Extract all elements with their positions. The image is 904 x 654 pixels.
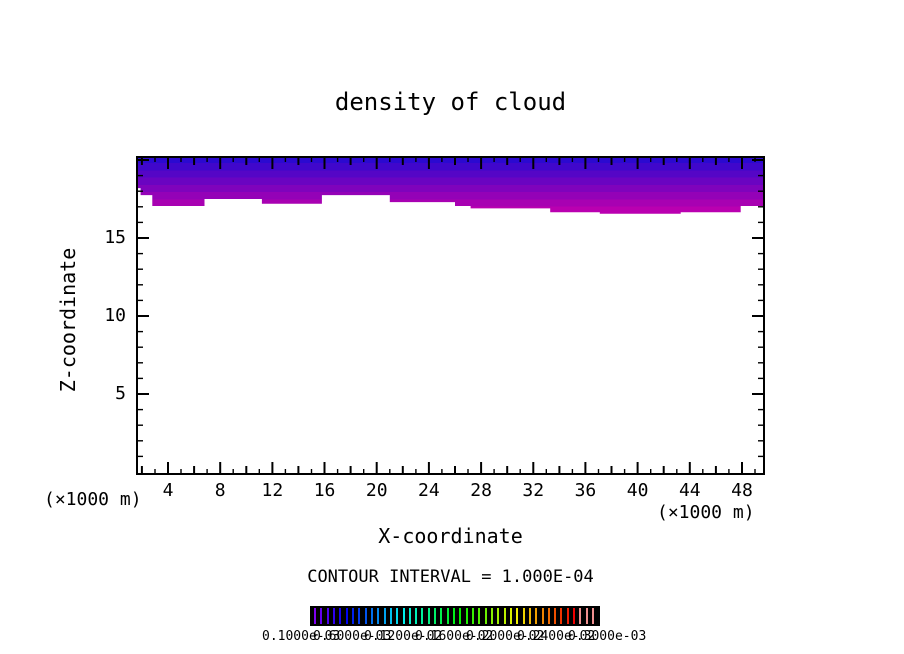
colorbar-stripe <box>345 608 348 624</box>
colorbar-stripe <box>415 608 418 624</box>
colorbar-stripe <box>402 608 405 624</box>
contour-plot-canvas <box>136 156 765 475</box>
colorbar-tick-label: 0.1000e-03 <box>262 629 341 644</box>
colorbar-stripe <box>434 608 436 624</box>
x-tick-label: 40 <box>626 480 649 501</box>
colorbar-tick-label: 0.1600e-02 <box>415 629 494 644</box>
colorbar-stripe <box>320 608 323 624</box>
colorbar-stripe <box>528 608 531 624</box>
contour-interval-note: CONTOUR INTERVAL = 1.000E-04 <box>307 567 594 587</box>
chart-title: density of cloud <box>334 88 567 116</box>
x-tick-label: 32 <box>522 480 545 501</box>
colorbar-stripe <box>478 608 481 624</box>
x-tick-label: 4 <box>162 480 174 501</box>
colorbar-tick-label: 0.6000e-03 <box>313 629 392 644</box>
x-tick-label: 48 <box>731 480 753 501</box>
colorbar-stripe <box>484 608 487 624</box>
z-tick-label: 10 <box>104 305 126 326</box>
z-axis-label: Z-coordinate <box>58 248 80 393</box>
colorbar-stripe <box>535 608 538 624</box>
colorbar-stripe <box>453 608 455 624</box>
z-tick-label: 15 <box>104 227 126 248</box>
x-tick-label: 36 <box>574 480 597 501</box>
x-tick-label: 8 <box>214 480 226 501</box>
z-axis-label-wrap: Z-coordinate <box>58 248 80 393</box>
colorbar-tick-label: 0.3000e-03 <box>568 629 647 644</box>
colorbar-stripe <box>554 608 557 624</box>
x-axis-label: X-coordinate <box>378 524 523 548</box>
colorbar-stripe <box>370 608 373 624</box>
colorbar-stripe <box>592 608 594 624</box>
colorbar-stripe <box>490 608 493 624</box>
z-tick-label: 5 <box>115 383 126 404</box>
colorbar-stripe <box>389 608 392 624</box>
plot-area <box>136 156 765 475</box>
x-tick-label: 24 <box>418 480 440 501</box>
x-axis-unit-note-right: (×1000 m) <box>657 502 755 523</box>
colorbar-stripe <box>446 608 449 624</box>
colorbar-stripe <box>509 608 512 624</box>
colorbar-stripe <box>573 608 575 624</box>
colorbar-stripe <box>579 608 582 624</box>
colorbar-tick-label: 0.1200e-02 <box>364 629 443 644</box>
colorbar-stripe <box>459 608 462 624</box>
colorbar-stripe <box>358 608 361 624</box>
colorbar-stripe <box>440 608 443 624</box>
colorbar-stripe <box>497 608 500 624</box>
colorbar-stripe <box>566 608 569 624</box>
colorbar-stripe <box>547 608 550 624</box>
x-tick-label: 20 <box>365 480 388 501</box>
colorbar-stripe <box>503 608 506 624</box>
colorbar-stripe <box>314 608 316 624</box>
x-tick-label: 28 <box>470 480 492 501</box>
colorbar-stripe <box>351 608 354 624</box>
colorbar-stripe <box>408 608 411 624</box>
colorbar-stripe <box>396 608 399 624</box>
colorbar-tick-label: 0.2400e-02 <box>517 629 596 644</box>
colorbar-tick-label: 0.2000e-02 <box>466 629 545 644</box>
colorbar-stripe <box>377 608 380 624</box>
colorbar-stripe <box>364 608 367 624</box>
colorbar-stripe <box>541 608 544 624</box>
cloud-fill <box>136 157 765 214</box>
colorbar-stripe <box>333 608 335 624</box>
colorbar-stripe <box>522 608 525 624</box>
colorbar-stripe <box>339 608 342 624</box>
x-tick-label: 44 <box>678 480 701 501</box>
colorbar-stripe <box>427 608 430 624</box>
x-tick-label: 16 <box>313 480 336 501</box>
colorbar-stripe <box>560 608 563 624</box>
colorbar <box>310 606 600 626</box>
colorbar-stripe <box>465 608 468 624</box>
colorbar-stripe <box>383 608 386 624</box>
colorbar-stripe <box>326 608 329 624</box>
colorbar-stripe <box>585 608 588 624</box>
x-tick-label: 12 <box>261 480 284 501</box>
colorbar-stripe <box>516 608 519 624</box>
colorbar-stripe <box>472 608 474 624</box>
colorbar-stripe <box>421 608 424 624</box>
x-axis-unit-note-left: (×1000 m) <box>44 489 142 510</box>
